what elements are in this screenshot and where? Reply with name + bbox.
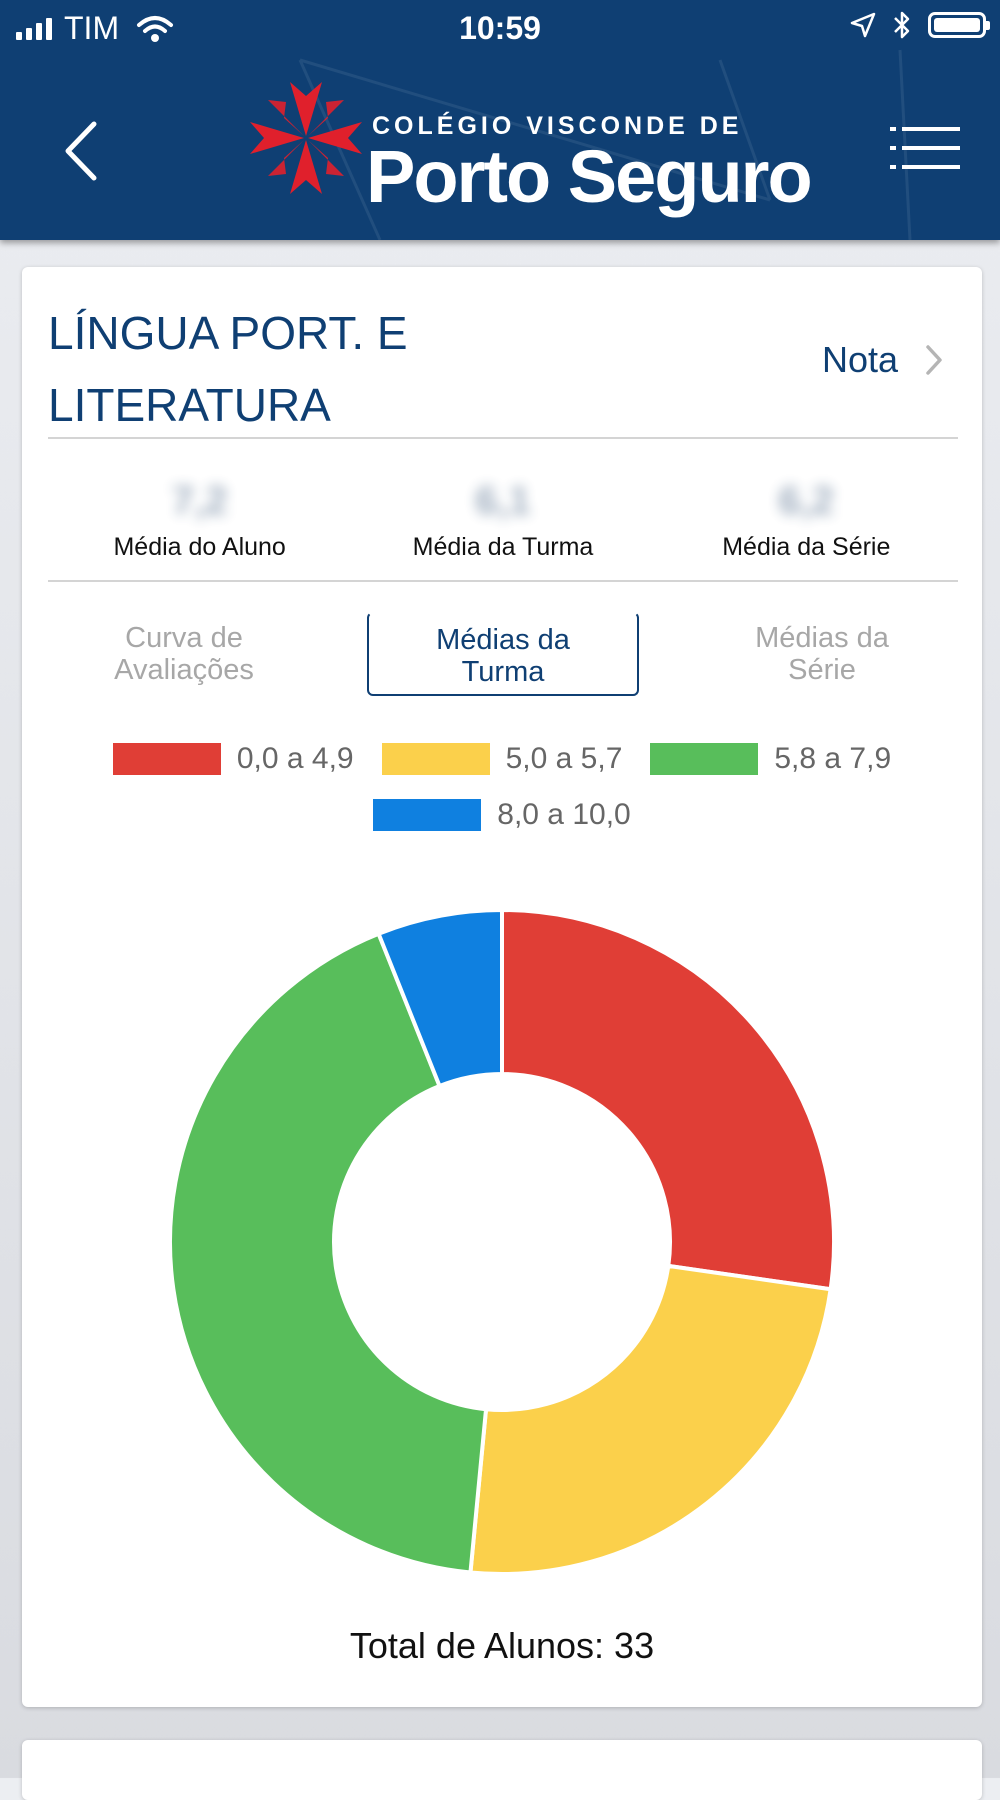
- student-average-value: 7,2: [171, 479, 228, 523]
- grade-average-value: 6,2: [778, 479, 835, 523]
- class-average: 6,1 Média da Turma: [351, 467, 654, 597]
- tab-medias-turma[interactable]: Médias da Turma: [367, 612, 639, 696]
- student-average-label: Média do Aluno: [113, 533, 286, 561]
- next-card: [22, 1740, 982, 1800]
- carrier-label: TIM: [64, 10, 120, 46]
- tab-curva-avaliacoes[interactable]: Curva de Avaliações: [48, 612, 320, 696]
- student-average: 7,2 Média do Aluno: [48, 467, 351, 597]
- nota-label: Nota: [821, 339, 898, 380]
- chart-tabs: Curva de Avaliações Médias da Turma Médi…: [48, 612, 958, 702]
- bluetooth-icon: [894, 11, 910, 39]
- legend-swatch: [373, 799, 482, 831]
- battery-icon: [928, 12, 990, 38]
- divider: [48, 437, 958, 439]
- legend-label: 5,8 a 7,9: [774, 742, 892, 775]
- legend-label: 5,0 a 5,7: [505, 742, 623, 775]
- total-students: Total de Alunos: 33: [349, 1625, 655, 1666]
- subject-title: LÍNGUA PORT. E LITERATURA: [48, 297, 568, 441]
- cross-emblem-icon: [250, 82, 362, 194]
- location-arrow-icon: [850, 12, 876, 38]
- chevron-right-icon: [926, 345, 942, 375]
- school-logo: COLÉGIO VISCONDE DE Porto Seguro: [246, 74, 813, 218]
- tab-label-line1: Médias da: [436, 624, 570, 656]
- wifi-icon: [137, 15, 174, 42]
- subject-card: LÍNGUA PORT. E LITERATURA Nota 7,2 Média…: [22, 267, 982, 1707]
- menu-button[interactable]: [890, 124, 960, 172]
- legend-item: 5,0 a 5,7: [381, 742, 623, 776]
- grade-average: 6,2 Média da Série: [655, 467, 958, 597]
- class-average-value: 6,1: [475, 479, 531, 523]
- legend-swatch: [381, 743, 490, 775]
- signal-icon: [16, 17, 52, 40]
- nota-link[interactable]: Nota: [822, 339, 944, 381]
- class-average-label: Média da Turma: [412, 533, 594, 561]
- donut-slice-1[interactable]: [500, 907, 836, 1292]
- legend-label: 0,0 a 4,9: [236, 742, 354, 775]
- tab-label-line2: Série: [788, 654, 856, 686]
- donut-slice-3[interactable]: [168, 931, 489, 1575]
- tab-label-line1: Curva de: [125, 622, 243, 654]
- logo-title: Porto Seguro: [366, 135, 813, 218]
- chevron-left-icon: [65, 121, 97, 181]
- clock: 10:59: [459, 10, 541, 46]
- legend-item: 0,0 a 4,9: [112, 742, 354, 776]
- logo-subtitle: COLÉGIO VISCONDE DE: [372, 112, 743, 140]
- legend-item: 5,8 a 7,9: [650, 742, 891, 776]
- tab-label-line1: Médias da: [755, 622, 889, 654]
- legend-item: 8,0 a 10,0: [373, 798, 631, 832]
- legend-label: 8,0 a 10,0: [497, 798, 631, 831]
- donut-slice-2[interactable]: [468, 1263, 833, 1576]
- legend-swatch: [112, 743, 221, 775]
- subject-title-line1: LÍNGUA PORT. E: [48, 307, 408, 359]
- donut-slice-4[interactable]: [376, 907, 504, 1089]
- subject-title-line2: LITERATURA: [48, 379, 331, 431]
- donut-chart: [168, 907, 836, 1576]
- tab-label-line2: Turma: [461, 656, 545, 688]
- list-menu-icon: [890, 127, 960, 169]
- legend-swatch: [650, 743, 759, 775]
- chart-legend: 0,0 a 4,9 5,0 a 5,7 5,8 a 7,9 8,0 a 10,0: [82, 742, 922, 854]
- tab-label-line2: Avaliações: [114, 654, 254, 686]
- averages-row: 7,2 Média do Aluno 6,1 Média da Turma 6,…: [48, 467, 958, 597]
- grade-average-label: Média da Série: [722, 533, 891, 561]
- status-bar: TIM 10:59: [0, 0, 1000, 56]
- tab-medias-serie[interactable]: Médias da Série: [686, 612, 958, 696]
- back-button[interactable]: [58, 116, 108, 186]
- divider: [48, 580, 958, 582]
- app-header: TIM 10:59: [0, 0, 1000, 240]
